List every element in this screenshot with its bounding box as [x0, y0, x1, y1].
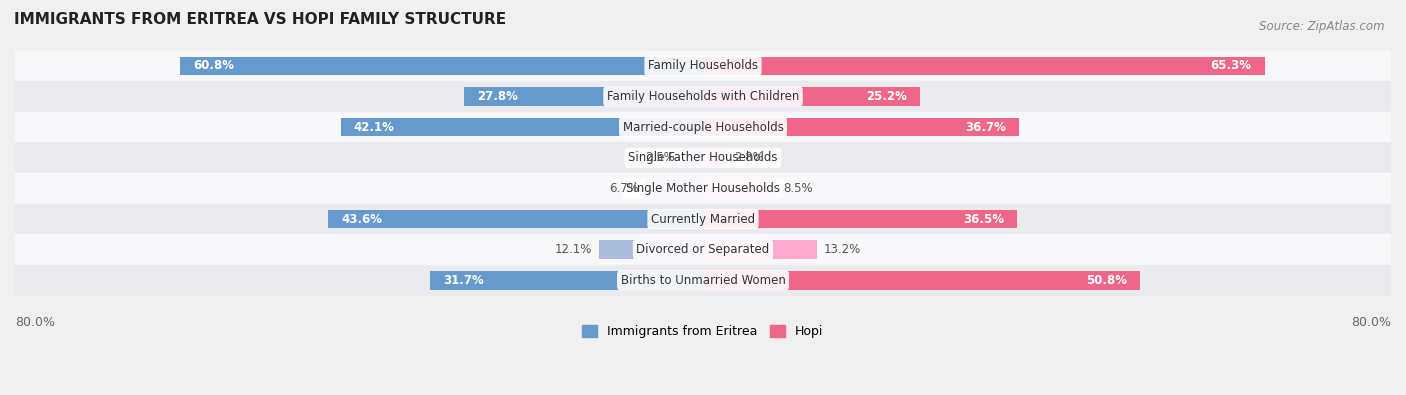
Legend: Immigrants from Eritrea, Hopi: Immigrants from Eritrea, Hopi	[578, 320, 828, 343]
Bar	[15, 173, 1391, 204]
Bar	[703, 118, 1018, 136]
Text: 43.6%: 43.6%	[340, 213, 382, 226]
Bar	[464, 87, 703, 106]
Bar	[703, 149, 727, 167]
Text: Currently Married: Currently Married	[651, 213, 755, 226]
Text: Family Households: Family Households	[648, 59, 758, 72]
Bar	[645, 179, 703, 198]
Bar	[682, 149, 703, 167]
Text: 60.8%: 60.8%	[193, 59, 233, 72]
Bar	[703, 56, 1264, 75]
Bar	[15, 143, 1391, 173]
Text: 36.7%: 36.7%	[965, 120, 1005, 134]
Text: 80.0%: 80.0%	[15, 316, 55, 329]
Bar	[328, 210, 703, 228]
Text: 2.5%: 2.5%	[645, 151, 675, 164]
Bar	[340, 118, 703, 136]
Text: 50.8%: 50.8%	[1085, 274, 1128, 287]
Bar	[15, 81, 1391, 112]
Bar	[430, 271, 703, 290]
Bar	[15, 234, 1391, 265]
Text: 12.1%: 12.1%	[555, 243, 592, 256]
Bar	[15, 112, 1391, 143]
Bar	[703, 271, 1140, 290]
Text: Source: ZipAtlas.com: Source: ZipAtlas.com	[1260, 20, 1385, 33]
Text: Single Mother Households: Single Mother Households	[626, 182, 780, 195]
Text: 27.8%: 27.8%	[477, 90, 517, 103]
Text: Births to Unmarried Women: Births to Unmarried Women	[620, 274, 786, 287]
Text: Married-couple Households: Married-couple Households	[623, 120, 783, 134]
Text: 25.2%: 25.2%	[866, 90, 907, 103]
Bar	[15, 204, 1391, 234]
Text: 13.2%: 13.2%	[824, 243, 860, 256]
Text: Divorced or Separated: Divorced or Separated	[637, 243, 769, 256]
Bar	[703, 87, 920, 106]
Text: 2.8%: 2.8%	[734, 151, 763, 164]
Bar	[15, 265, 1391, 295]
Text: Single Father Households: Single Father Households	[628, 151, 778, 164]
Text: 36.5%: 36.5%	[963, 213, 1004, 226]
Bar	[703, 241, 817, 259]
Bar	[703, 210, 1017, 228]
Bar	[15, 51, 1391, 81]
Text: 80.0%: 80.0%	[1351, 316, 1391, 329]
Text: 42.1%: 42.1%	[354, 120, 395, 134]
Text: 65.3%: 65.3%	[1211, 59, 1251, 72]
Bar	[599, 241, 703, 259]
Text: 31.7%: 31.7%	[443, 274, 484, 287]
Bar	[703, 179, 776, 198]
Bar	[180, 56, 703, 75]
Text: 6.7%: 6.7%	[609, 182, 638, 195]
Text: IMMIGRANTS FROM ERITREA VS HOPI FAMILY STRUCTURE: IMMIGRANTS FROM ERITREA VS HOPI FAMILY S…	[14, 12, 506, 27]
Text: 8.5%: 8.5%	[783, 182, 813, 195]
Text: Family Households with Children: Family Households with Children	[607, 90, 799, 103]
